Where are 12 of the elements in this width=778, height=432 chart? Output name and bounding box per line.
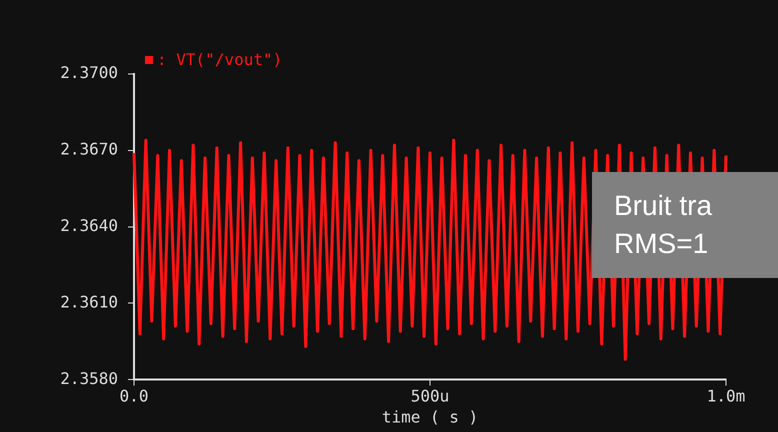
y-tick-label: 2.3580 [60, 368, 118, 388]
legend-label: : VT("/vout") [157, 50, 282, 69]
x-tick-label: 0.0 [120, 386, 148, 406]
y-tick-label: 2.3670 [60, 140, 118, 159]
y-tick-label: 2.3610 [60, 292, 118, 312]
x-tick-label: 1.0m [706, 386, 746, 406]
y-tick-label: 2.3700 [60, 63, 118, 82]
x-tick-label: 500u [410, 386, 450, 406]
x-axis-title: time ( s ) [382, 408, 478, 427]
annotation: RMS=1 [614, 227, 708, 261]
y-tick-label: 2.3640 [60, 216, 118, 235]
annotation: Bruit tra [614, 189, 712, 223]
